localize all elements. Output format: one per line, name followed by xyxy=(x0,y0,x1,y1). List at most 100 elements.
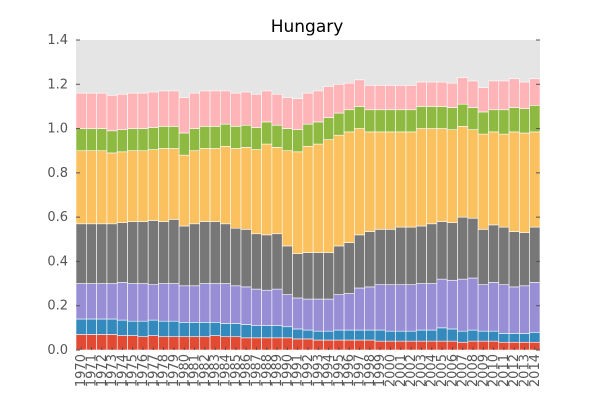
bar-segment-2007-s3 xyxy=(457,216,469,280)
bar-segment-1979-s4 xyxy=(168,148,180,220)
bars-group xyxy=(75,77,541,351)
bar-segment-1989-s6 xyxy=(271,93,283,126)
bar-segment-1985-s2 xyxy=(230,285,242,324)
bar-segment-2001-s6 xyxy=(395,85,407,111)
bar-segment-1982-s1 xyxy=(199,322,211,338)
bar-segment-1978-s1 xyxy=(158,320,170,338)
bar-segment-1989-s4 xyxy=(271,147,283,235)
bar-segment-1993-s3 xyxy=(312,252,324,300)
x-tick-label: 2004 xyxy=(425,354,440,387)
bar-segment-1978-s2 xyxy=(158,283,170,322)
bar-segment-2002-s1 xyxy=(405,330,417,342)
bar-segment-1992-s5 xyxy=(302,123,314,147)
bar-segment-1975-s5 xyxy=(127,128,139,152)
y-tick-label: 1.4 xyxy=(47,33,68,48)
bar-segment-2010-s3 xyxy=(488,224,500,283)
bar-segment-1981-s3 xyxy=(189,223,201,287)
bar-segment-1995-s3 xyxy=(333,245,345,295)
bar-segment-2006-s3 xyxy=(446,222,458,281)
bar-segment-2010-s6 xyxy=(488,80,500,111)
bar-segment-2014-s3 xyxy=(529,226,541,283)
bar-segment-1991-s2 xyxy=(292,297,304,330)
bar-segment-1971-s4 xyxy=(86,150,97,225)
bar-segment-2005-s4 xyxy=(436,128,448,222)
bar-segment-1995-s1 xyxy=(333,329,345,341)
bar-segment-1971-s3 xyxy=(86,223,97,284)
bar-segment-2001-s3 xyxy=(395,226,407,285)
bar-segment-1989-s2 xyxy=(271,288,283,326)
bar-segment-1986-s5 xyxy=(240,124,252,148)
x-tick-label: 2006 xyxy=(445,354,460,387)
bar-segment-1981-s2 xyxy=(189,285,201,323)
bar-segment-1994-s1 xyxy=(323,330,335,341)
bar-segment-2010-s2 xyxy=(488,282,500,332)
bar-segment-1980-s2 xyxy=(178,285,190,323)
bar-segment-1972-s6 xyxy=(96,92,108,129)
bar-segment-1972-s3 xyxy=(96,223,108,284)
bar-segment-1991-s4 xyxy=(292,151,304,254)
x-tick-label: 2002 xyxy=(404,354,419,387)
bar-segment-1983-s3 xyxy=(209,221,221,284)
bar-segment-2012-s2 xyxy=(508,286,520,334)
bar-segment-1996-s3 xyxy=(343,242,355,294)
bar-segment-1992-s3 xyxy=(302,252,314,300)
x-tick-label: 1994 xyxy=(322,354,337,387)
x-tick-label: 1984 xyxy=(219,354,234,387)
bar-segment-1974-s3 xyxy=(116,222,128,283)
bar-segment-1975-s4 xyxy=(127,150,139,222)
bar-segment-2001-s1 xyxy=(395,330,407,342)
bar-segment-2009-s1 xyxy=(477,330,489,342)
bar-segment-2000-s3 xyxy=(385,229,396,285)
x-tick-label: 1972 xyxy=(95,354,110,387)
bar-segment-1986-s2 xyxy=(240,286,252,325)
bar-segment-2001-s5 xyxy=(395,109,407,133)
bar-segment-1998-s6 xyxy=(364,85,376,111)
bar-segment-1993-s1 xyxy=(312,330,324,341)
bar-segment-1992-s1 xyxy=(302,329,314,340)
bar-segment-1979-s3 xyxy=(168,219,180,284)
bar-segment-1988-s3 xyxy=(261,234,273,291)
bar-segment-2001-s2 xyxy=(395,284,407,332)
bar-segment-1970-s2 xyxy=(75,283,87,320)
x-tick-label: 1970 xyxy=(74,354,89,387)
bar-segment-1992-s6 xyxy=(302,92,314,125)
bar-segment-2014-s1 xyxy=(529,331,541,343)
y-tick-label: 1.2 xyxy=(47,77,68,92)
bar-segment-2004-s2 xyxy=(426,283,438,331)
bar-segment-2014-s5 xyxy=(529,105,541,133)
bar-segment-1995-s5 xyxy=(333,112,345,136)
bar-segment-1985-s1 xyxy=(230,323,242,338)
bar-segment-1994-s4 xyxy=(323,139,335,253)
bar-segment-2013-s6 xyxy=(519,81,530,109)
bar-segment-2010-s4 xyxy=(488,131,500,226)
bar-segment-1975-s1 xyxy=(127,320,139,336)
y-tick-label: 0.0 xyxy=(47,343,68,358)
bar-segment-1975-s6 xyxy=(127,92,139,129)
bar-segment-1980-s1 xyxy=(178,322,190,338)
bar-segment-1994-s5 xyxy=(323,117,335,140)
bar-segment-1986-s4 xyxy=(240,147,252,230)
bar-segment-2004-s4 xyxy=(426,128,438,225)
x-tick-label: 1985 xyxy=(229,354,244,387)
bar-segment-1974-s4 xyxy=(116,151,128,223)
bar-segment-1988-s5 xyxy=(261,121,273,145)
bar-segment-2002-s6 xyxy=(405,85,417,111)
bar-segment-1977-s1 xyxy=(147,319,159,336)
bar-segment-1981-s1 xyxy=(189,322,201,338)
bar-segment-1973-s4 xyxy=(106,152,118,225)
bar-segment-1970-s4 xyxy=(75,150,87,225)
bar-segment-1986-s3 xyxy=(240,229,252,288)
y-tick-label: 0.6 xyxy=(47,210,68,225)
bar-segment-1983-s5 xyxy=(209,126,221,149)
bar-segment-1989-s5 xyxy=(271,124,283,148)
bar-segment-2012-s3 xyxy=(508,231,520,288)
bar-segment-2006-s6 xyxy=(446,82,458,108)
bar-segment-2008-s4 xyxy=(467,129,479,219)
bar-segment-1982-s5 xyxy=(199,126,211,149)
bar-segment-1988-s2 xyxy=(261,289,273,326)
bar-segment-1972-s2 xyxy=(96,283,108,320)
bar-segment-1982-s4 xyxy=(199,148,211,222)
bar-segment-1970-s5 xyxy=(75,128,87,152)
x-tick-label: 1978 xyxy=(157,354,172,387)
